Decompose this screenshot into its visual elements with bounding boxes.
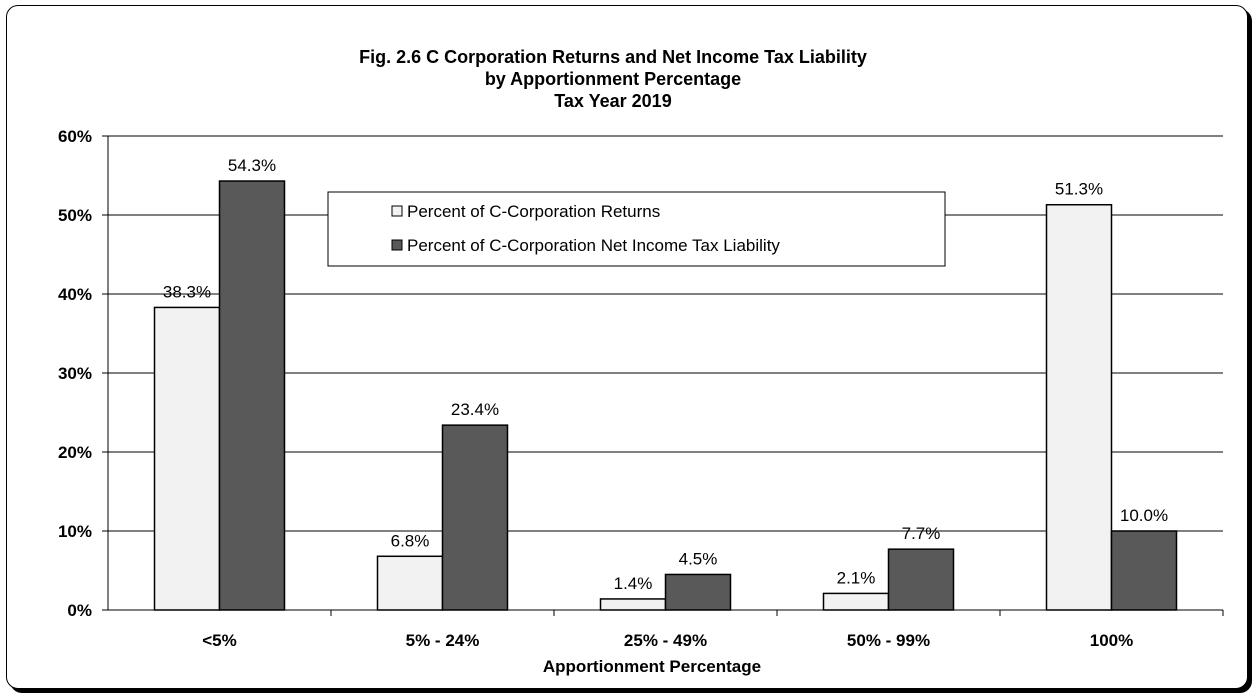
data-label: 54.3% — [228, 156, 276, 175]
y-tick-label: 10% — [58, 522, 92, 541]
x-tick-label: 100% — [1090, 631, 1133, 650]
data-label: 1.4% — [614, 574, 653, 593]
bar — [376, 555, 444, 611]
y-tick-labels: 0% 10% 20% 30% 40% 50% 60% — [58, 127, 92, 620]
y-tick-label: 30% — [58, 364, 92, 383]
data-label: 6.8% — [391, 531, 430, 550]
axes — [102, 135, 1224, 616]
bar — [599, 598, 667, 611]
x-tick-label: <5% — [202, 631, 237, 650]
y-tick-label: 20% — [58, 443, 92, 462]
bar — [441, 424, 509, 611]
x-tick-label: 25% - 49% — [624, 631, 707, 650]
x-tick-labels: <5% 5% - 24% 25% - 49% 50% - 99% 100% — [202, 631, 1133, 650]
bar — [153, 306, 221, 611]
bar — [218, 180, 286, 611]
legend-swatch — [391, 239, 403, 251]
bar — [887, 548, 955, 611]
data-labels: 38.3% 54.3% 6.8% 23.4% 1.4% 4.5% 2.1% 7.7% 51.3%… — [163, 156, 1168, 593]
y-tick-label: 50% — [58, 206, 92, 225]
data-label: 23.4% — [451, 400, 499, 419]
x-axis-title: Apportionment Percentage — [543, 657, 761, 676]
bar — [822, 592, 890, 611]
x-tick-label: 5% - 24% — [406, 631, 480, 650]
legend-swatch — [391, 205, 403, 217]
chart-title-line-2: by Apportionment Percentage — [485, 69, 741, 89]
legend-label: Percent of C-Corporation Returns — [407, 202, 660, 221]
chart-title-line-1: Fig. 2.6 C Corporation Returns and Net I… — [359, 47, 867, 67]
data-label: 51.3% — [1055, 180, 1103, 199]
data-label: 4.5% — [679, 549, 718, 568]
y-tick-label: 60% — [58, 127, 92, 146]
data-label: 38.3% — [163, 282, 211, 301]
legend-box — [327, 191, 946, 267]
bar — [664, 573, 732, 611]
bars — [153, 180, 1178, 611]
legend-label: Percent of C-Corporation Net Income Tax … — [407, 236, 780, 255]
bar — [1045, 203, 1113, 611]
y-tick-label: 0% — [67, 601, 92, 620]
legend: Percent of C-Corporation Returns Percent … — [327, 191, 946, 267]
chart-title: Fig. 2.6 C Corporation Returns and Net I… — [359, 47, 867, 111]
data-label: 7.7% — [902, 524, 941, 543]
data-label: 2.1% — [837, 568, 876, 587]
chart-title-line-3: Tax Year 2019 — [554, 91, 671, 111]
data-label: 10.0% — [1120, 506, 1168, 525]
x-tick-label: 50% - 99% — [847, 631, 930, 650]
y-tick-label: 40% — [58, 285, 92, 304]
bar — [1110, 530, 1178, 611]
